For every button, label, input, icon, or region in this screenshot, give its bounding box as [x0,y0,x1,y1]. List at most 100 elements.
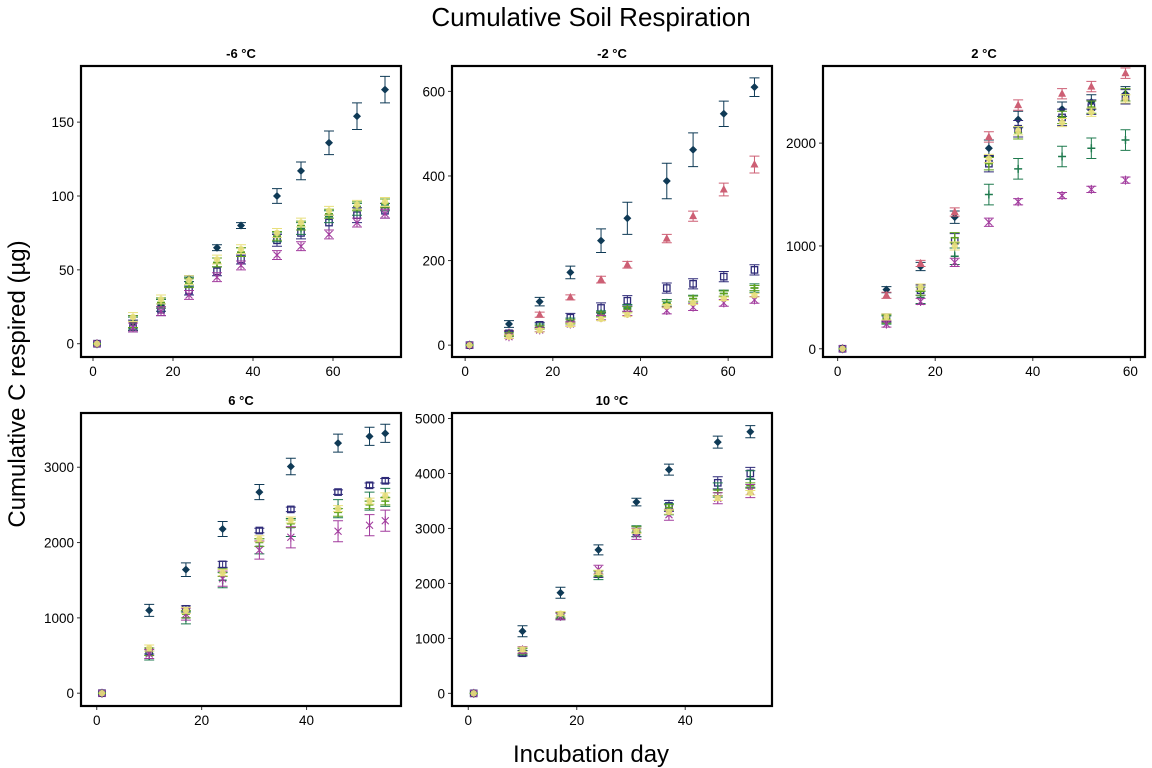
y-tick-label: 2000 [44,536,74,551]
y-tick-label: 4000 [415,466,445,481]
series-plus-3 [97,496,391,698]
data-point [334,439,343,448]
data-point [916,258,925,267]
data-point [567,321,574,329]
x-tick-label: 40 [678,713,693,728]
data-point [365,481,374,490]
y-tick-label: 50 [59,263,74,278]
series-diamond-0 [465,77,760,350]
data-point [950,213,959,222]
data-point [1058,152,1067,161]
y-tick-label: 5000 [415,411,445,426]
data-point [218,560,227,569]
data-point [720,295,727,302]
series-plus-3 [93,198,390,348]
y-tick-label: 2000 [415,576,445,591]
data-point [381,516,390,526]
data-point [185,276,193,284]
series-circle-6 [466,292,760,349]
data-point [556,588,565,597]
data-point [1058,119,1066,126]
data-point [255,526,264,535]
y-tick-label: 3000 [415,521,445,536]
x-tick-label: 60 [1123,364,1138,379]
data-point [286,505,295,514]
data-point [719,185,728,193]
data-point [566,292,575,301]
y-tick-label: 0 [66,337,74,352]
x-tick-label: 60 [325,364,340,379]
series-square-1 [469,466,756,698]
data-point [504,320,513,329]
data-point [365,432,374,441]
data-point [984,144,993,153]
figure-title: Cumulative Soil Respiration [431,2,750,32]
y-axis-title: Cumulative C respired (µg) [4,240,31,527]
x-axis-title: Incubation day [513,741,669,768]
data-point [746,427,755,436]
data-point [751,292,758,299]
series-diamond-0 [93,75,390,348]
data-point [950,257,959,267]
data-point [535,297,544,306]
data-point [623,260,632,268]
data-point [916,296,925,306]
data-point [237,245,245,253]
data-point [750,83,759,92]
data-point [1088,109,1095,116]
data-point [535,310,544,318]
data-point [218,524,227,533]
data-point [353,112,361,121]
x-tick-label: 40 [633,364,648,379]
series-star-4 [98,509,391,698]
data-point [382,492,389,500]
series-diamond-0 [838,86,1131,353]
data-point [213,272,221,282]
data-point [1087,184,1096,194]
y-tick-label: 0 [437,338,445,353]
data-point [145,644,153,652]
data-point [719,272,728,281]
data-point [714,495,721,502]
x-tick-label: 20 [545,364,560,379]
series-star-5 [838,175,1131,354]
data-point [287,516,295,524]
data-point [470,690,477,697]
series-plus-2 [469,470,756,698]
y-tick-label: 0 [437,686,445,701]
y-tick-label: 0 [66,686,74,701]
panel-title: 6 °C [228,393,254,408]
x-tick-label: 40 [245,364,260,379]
data-point [213,256,221,263]
data-point [750,284,759,293]
data-point [145,606,154,615]
y-tick-label: 200 [422,254,445,269]
data-point [505,333,513,340]
data-point [1014,164,1023,173]
data-point [624,311,631,318]
series-plus-3 [469,481,756,698]
x-tick-label: 20 [569,713,584,728]
panel-title: -6 °C [226,46,256,61]
data-point [1014,127,1022,134]
data-point [839,345,846,352]
panel-2: 2 °C 0 20 40 60 0 1000 2000 [786,46,1147,379]
series-star-4 [469,483,756,698]
data-point [518,627,527,636]
data-point [633,527,640,535]
x-tick-label: 60 [721,364,736,379]
data-point [1014,197,1023,207]
data-point [689,299,697,307]
data-point [381,209,389,219]
series-circle-5 [470,489,756,697]
data-point [273,229,281,237]
data-point [519,646,526,653]
data-point [663,303,670,310]
series-triangle-1 [465,155,760,349]
x-tick-label: 40 [299,713,314,728]
series-square-2 [838,89,1131,353]
panel-title: 2 °C [971,46,997,61]
data-point [557,610,564,617]
series-diamond-0 [97,423,391,698]
